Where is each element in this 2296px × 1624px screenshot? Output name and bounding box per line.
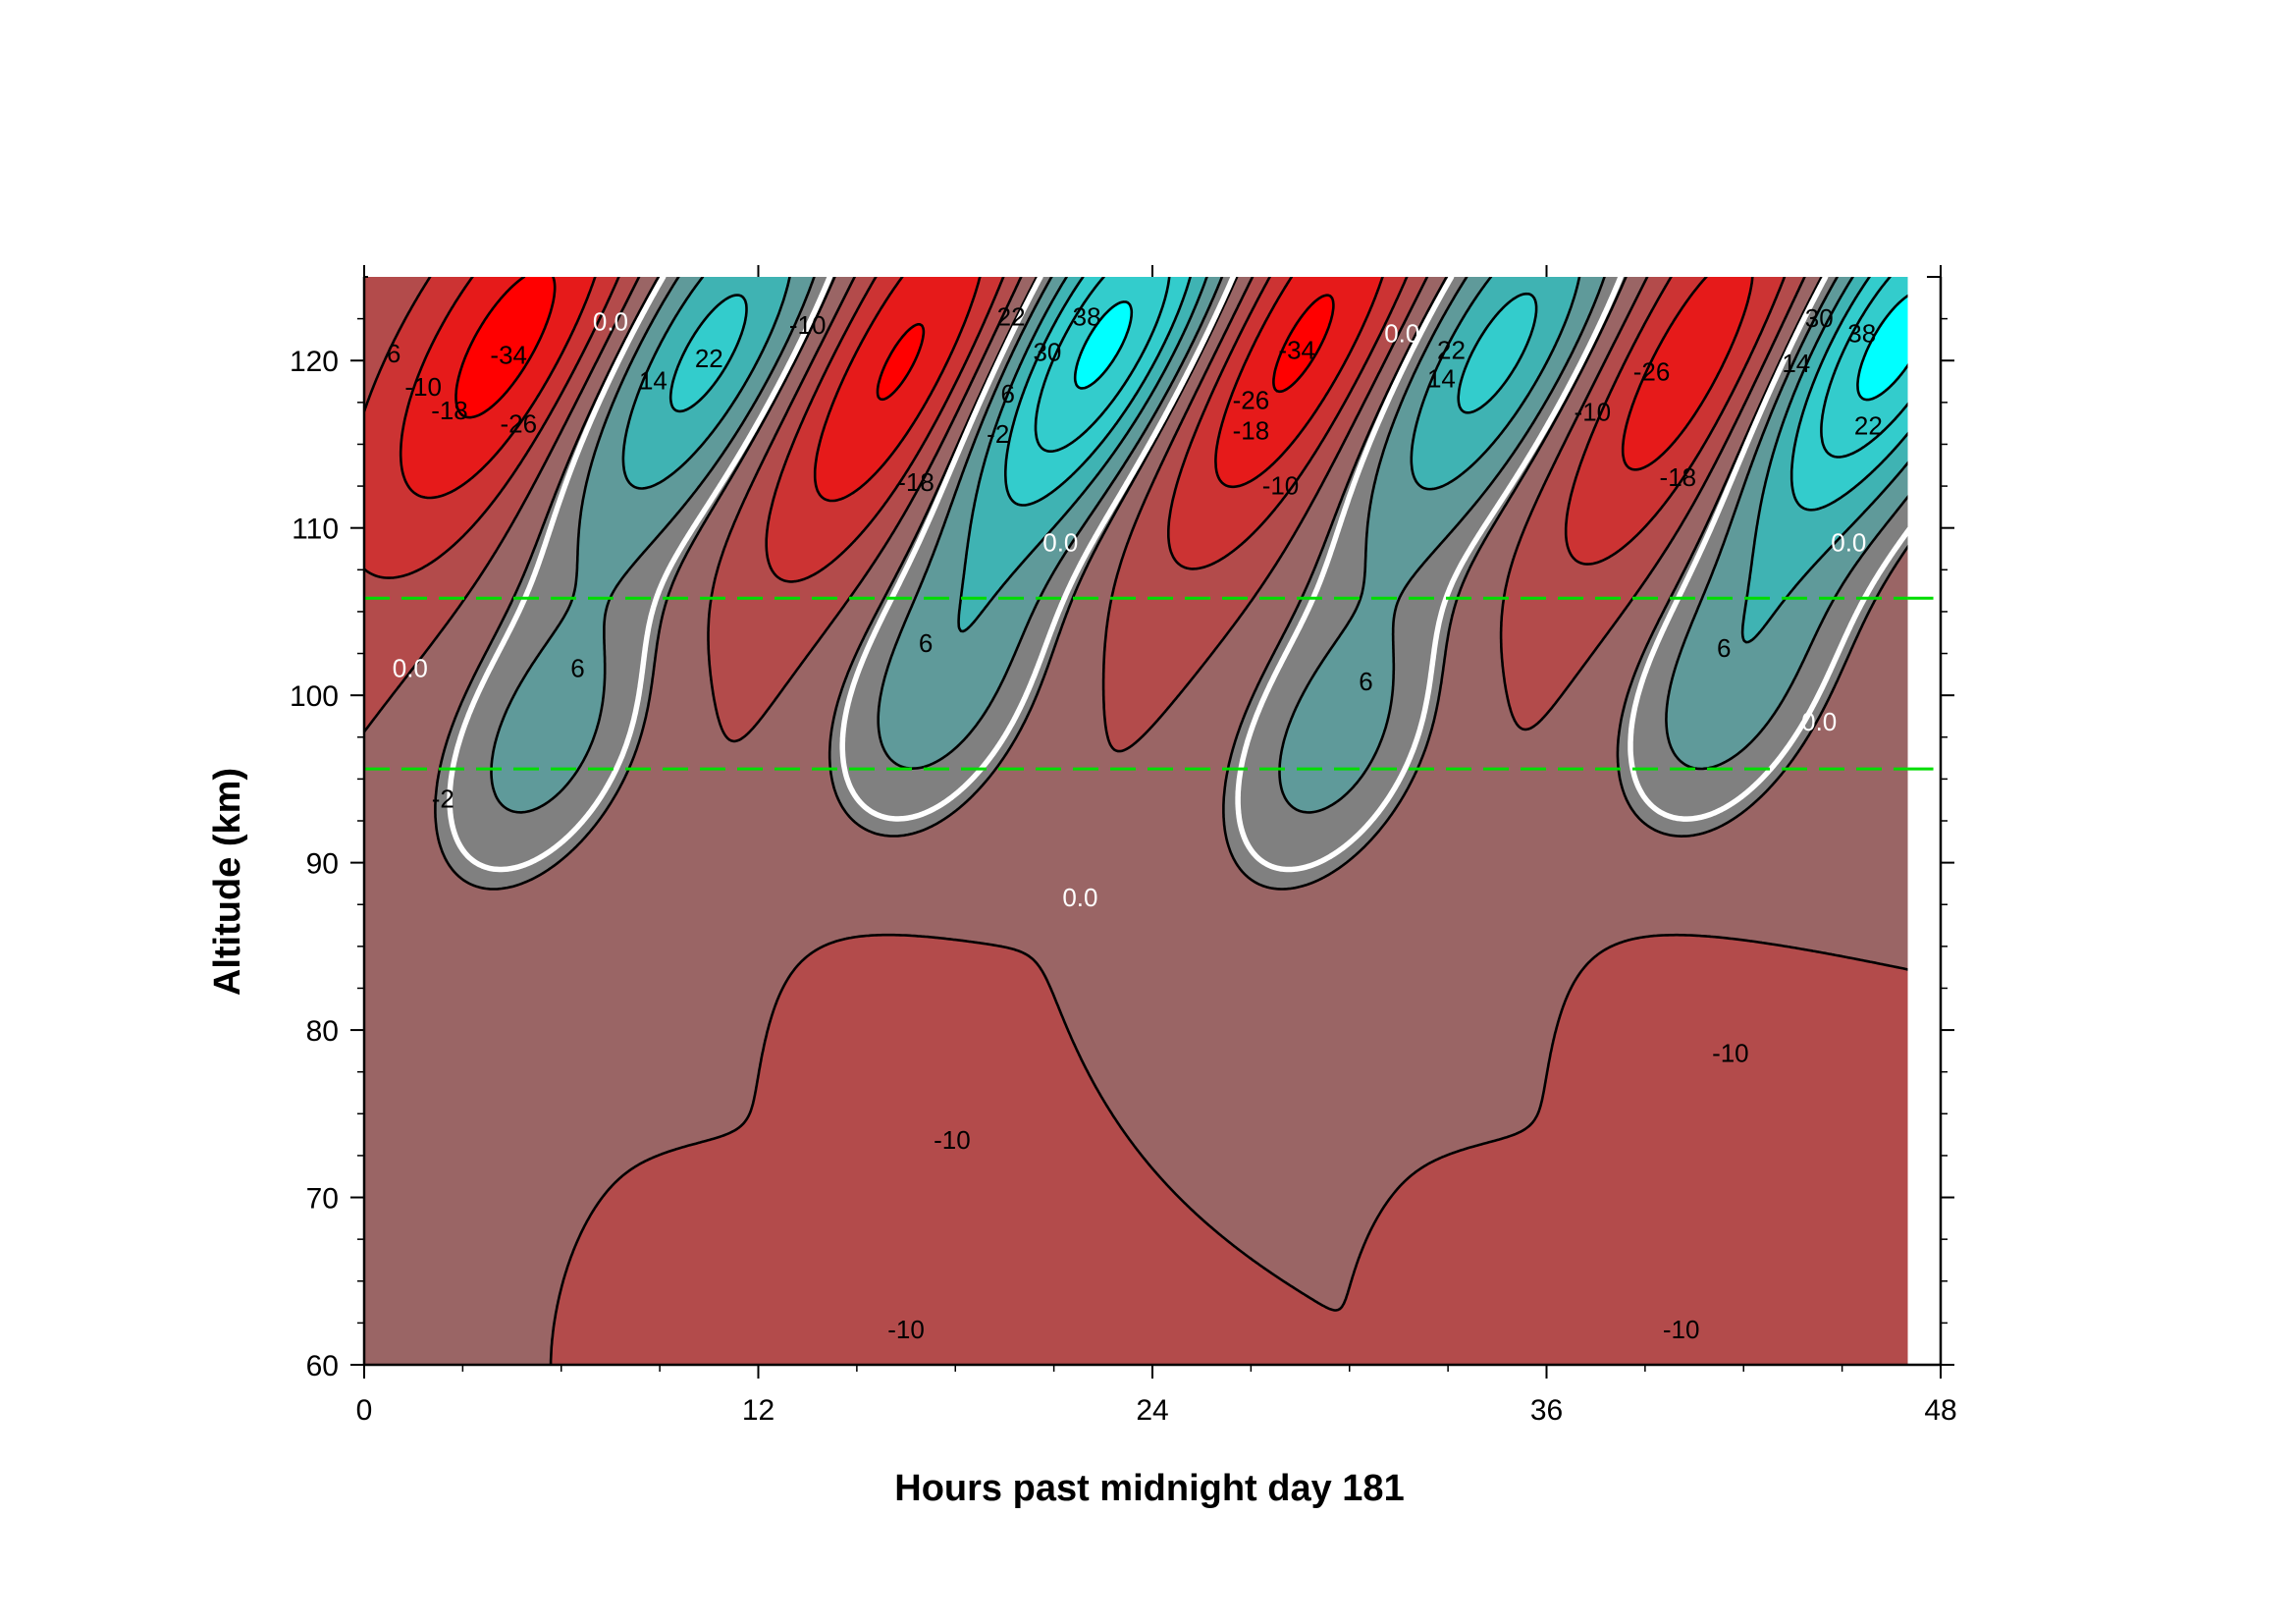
y-tick-label: 120	[290, 346, 339, 378]
reference-lines	[364, 596, 1908, 771]
contour-label: 0.0	[1062, 883, 1097, 912]
contour-label: 6	[1001, 379, 1015, 408]
contour-line-6	[490, 277, 1908, 814]
contour-label: 30	[1033, 337, 1061, 366]
contour-line-22	[668, 277, 1908, 512]
contour-label: -10	[934, 1125, 971, 1155]
x-tick-label: 12	[742, 1394, 774, 1427]
contour-label: -10	[887, 1315, 925, 1344]
contour-line-30	[1034, 277, 1908, 459]
y-axis-title: Altitude (km)	[207, 768, 248, 996]
axes: 0 12 24 36 48 60 70 80 90 100 110 120	[290, 265, 1957, 1427]
contour-label: 6	[1717, 633, 1731, 663]
contour-lines	[364, 277, 1908, 1365]
contour-label: 0.0	[393, 653, 428, 682]
x-tick-label: 0	[356, 1394, 373, 1427]
contour-label: -10	[1575, 398, 1612, 427]
contour-line-neg2	[434, 277, 1908, 891]
y-tick-label: 70	[306, 1183, 339, 1216]
contour-line-neg10	[364, 277, 1908, 1365]
contour-label: 22	[997, 301, 1026, 331]
y-tick-label: 90	[306, 848, 339, 881]
contour-line-14	[621, 277, 1908, 644]
contour-label: -10	[1663, 1315, 1700, 1344]
contour-label: 0.0	[1831, 528, 1866, 558]
contour-label: 0.0	[1801, 707, 1837, 736]
contour-label: -18	[431, 396, 468, 425]
contour-label: 30	[1805, 303, 1834, 333]
x-axis-title: Hours past midnight day 181	[894, 1468, 1404, 1509]
contour-line-neg26	[399, 277, 1754, 503]
contour-label: 38	[1073, 301, 1101, 331]
contour-label: -2	[432, 784, 454, 813]
contour-label: -10	[404, 372, 442, 402]
contour-label: 6	[919, 628, 933, 658]
contour-line-38	[1073, 294, 1908, 402]
y-tick-label: 110	[292, 514, 339, 546]
contour-label: 0.0	[1384, 319, 1419, 349]
contour-label: 14	[639, 365, 667, 395]
contour-label: 14	[1782, 349, 1810, 378]
y-tick-label: 100	[290, 680, 339, 713]
contour-label: 6	[1359, 667, 1372, 696]
y-tick-label: 60	[306, 1350, 339, 1382]
contour-label: -26	[1633, 357, 1671, 387]
contour-label: 22	[1854, 410, 1883, 440]
contour-label: 6	[387, 339, 400, 368]
contour-line-neg34	[454, 277, 1335, 419]
contour-label: 38	[1847, 319, 1876, 349]
contour-label: -26	[500, 409, 537, 439]
contour-label: -2	[987, 419, 1009, 449]
contour-labels: 6-10-18-34-260.01422-10-182230386-2-34-2…	[387, 301, 1883, 1343]
contour-label: 6	[570, 653, 584, 682]
contour-label: -10	[1262, 471, 1300, 501]
x-tick-label: 36	[1530, 1394, 1563, 1427]
contour-label: -18	[1660, 462, 1697, 492]
contour-label: 22	[695, 344, 723, 373]
contour-label: -18	[1233, 415, 1270, 445]
x-tick-label: 24	[1136, 1394, 1168, 1427]
contour-label: -34	[490, 341, 527, 370]
plot-area: 6-10-18-34-260.01422-10-182230386-2-34-2…	[364, 277, 1908, 1365]
contour-label: -10	[789, 310, 827, 340]
contour-label: -26	[1233, 386, 1270, 415]
y-tick-label: 80	[306, 1015, 339, 1048]
contour-line-0	[447, 277, 1908, 873]
contour-label: 22	[1437, 336, 1466, 365]
contour-line-neg18	[364, 277, 1787, 583]
contour-label: -18	[897, 467, 934, 497]
contour-label: -34	[1278, 336, 1315, 365]
contour-label: -10	[1712, 1039, 1749, 1068]
contour-field	[364, 277, 1908, 1365]
contour-label: 14	[1427, 364, 1456, 394]
x-tick-label: 48	[1924, 1394, 1956, 1427]
contour-label: 0.0	[1042, 528, 1078, 558]
contour-label: 0.0	[593, 307, 628, 337]
